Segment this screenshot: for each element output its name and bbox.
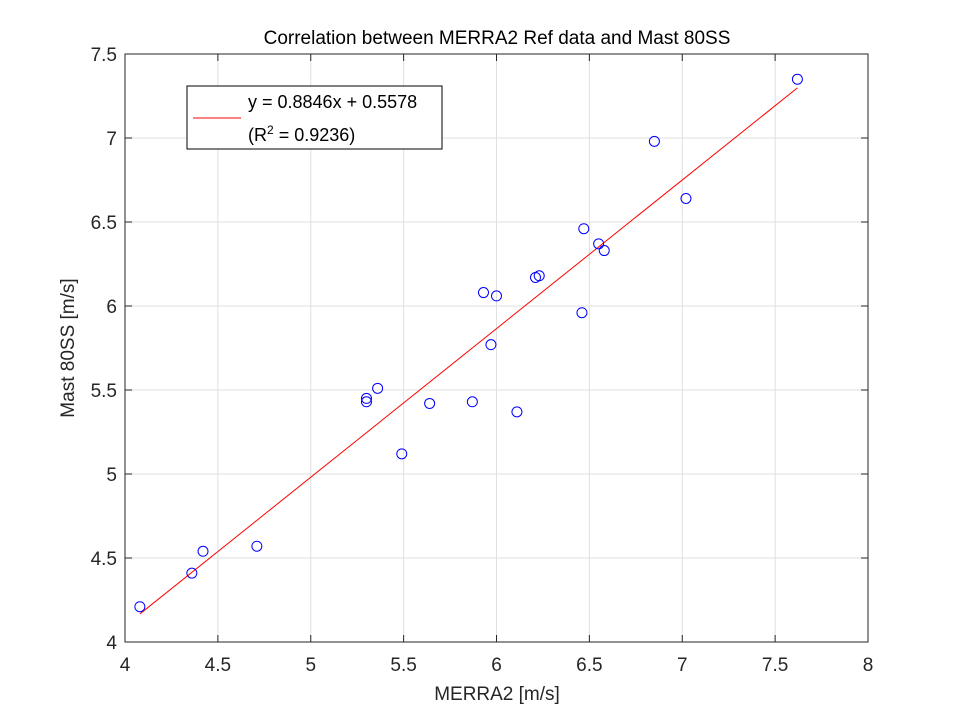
- x-tick-label: 4.5: [205, 655, 231, 676]
- data-point: [533, 270, 545, 282]
- data-points: [134, 73, 803, 613]
- fit-line: [139, 87, 798, 615]
- chart-title: Correlation between MERRA2 Ref data and …: [264, 28, 731, 49]
- y-tick-label: 5: [106, 465, 117, 486]
- y-tick-label: 7: [106, 129, 117, 150]
- legend-r-squared: (R2 = 0.9236): [248, 123, 355, 145]
- legend-equation: y = 0.8846x + 0.5578: [248, 92, 417, 112]
- y-tick-label: 6.5: [91, 213, 117, 234]
- data-point: [598, 245, 610, 257]
- data-point: [578, 223, 590, 235]
- y-tick-label: 4.5: [91, 549, 117, 570]
- data-point: [576, 307, 588, 319]
- data-point: [477, 287, 489, 299]
- data-point: [360, 396, 372, 408]
- fit-line-layer: [139, 87, 798, 615]
- x-tick-label: 7: [677, 655, 688, 676]
- data-point: [485, 339, 497, 351]
- x-axis-ticks: 4 4.5 5 5.5 6 6.5 7 7.5 8: [120, 54, 874, 676]
- x-tick-label: 5: [305, 655, 316, 676]
- data-point: [593, 238, 605, 250]
- y-tick-label: 7.5: [91, 45, 117, 66]
- x-tick-label: 5.5: [390, 655, 416, 676]
- data-point: [791, 73, 803, 85]
- x-tick-label: 8: [863, 655, 874, 676]
- data-point: [511, 406, 523, 418]
- x-tick-label: 6: [491, 655, 502, 676]
- data-point: [372, 382, 384, 394]
- data-point: [424, 397, 436, 409]
- data-point: [197, 545, 209, 557]
- data-point: [680, 192, 692, 204]
- x-tick-label: 4: [120, 655, 131, 676]
- data-point: [648, 135, 660, 147]
- x-tick-label: 6.5: [576, 655, 602, 676]
- x-axis-label: MERRA2 [m/s]: [434, 684, 560, 705]
- data-point: [251, 540, 263, 552]
- y-tick-label: 5.5: [91, 381, 117, 402]
- data-point: [186, 567, 198, 579]
- x-tick-label: 7.5: [762, 655, 788, 676]
- data-point: [491, 290, 502, 302]
- data-point: [396, 448, 408, 460]
- y-axis-ticks: 4 4.5 5 5.5 6 6.5 7 7.5: [91, 45, 868, 654]
- y-tick-label: 6: [106, 297, 117, 318]
- y-axis-label: Mast 80SS [m/s]: [58, 278, 79, 417]
- data-point: [466, 396, 478, 408]
- legend: y = 0.8846x + 0.5578 (R2 = 0.9236): [186, 85, 443, 150]
- data-point: [134, 601, 146, 613]
- y-tick-label: 4: [106, 633, 117, 654]
- data-point: [360, 392, 372, 404]
